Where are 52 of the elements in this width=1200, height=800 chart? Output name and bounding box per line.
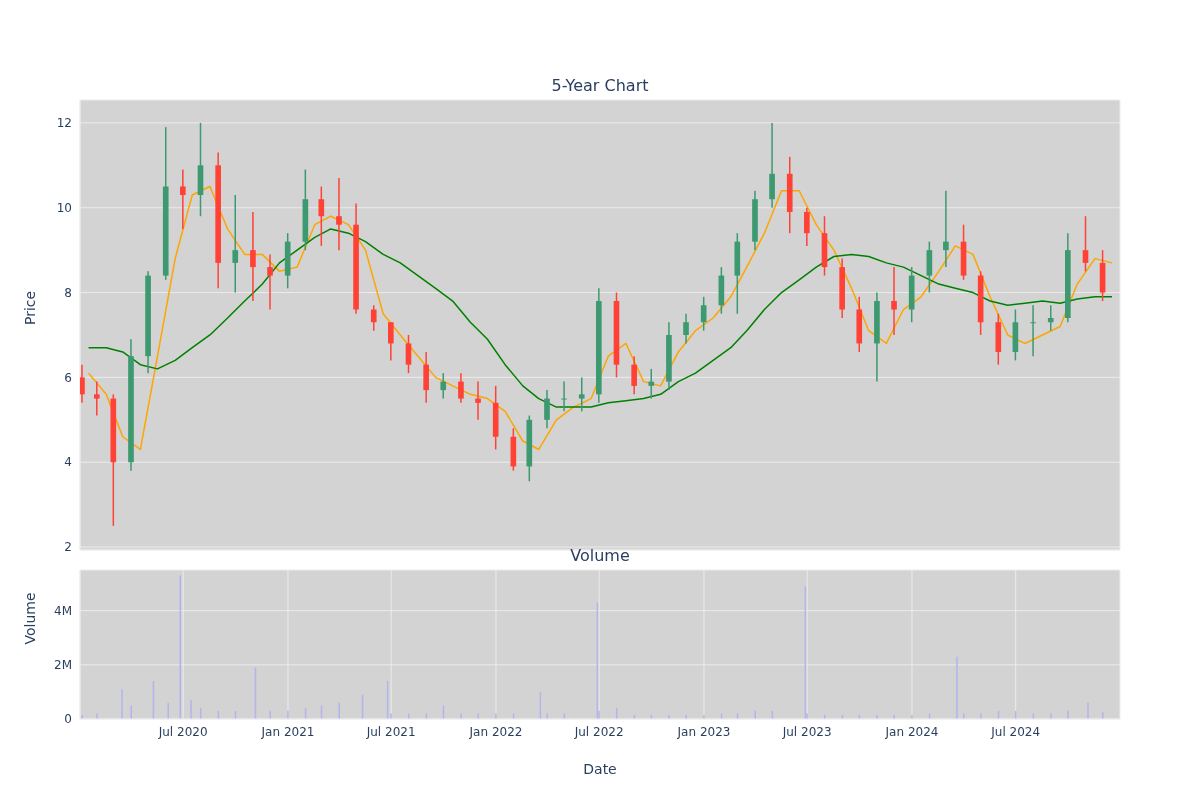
y-axis-title: Price (21, 290, 38, 325)
candlestick (1047, 304, 1054, 332)
x-tick-label: Jan 2024 (884, 724, 939, 739)
y-tick-label: 4 (64, 455, 72, 470)
x-tick-label: Jul 2021 (365, 724, 416, 739)
candlestick (631, 355, 637, 396)
candlestick (544, 389, 550, 430)
chart-title: Volume (569, 546, 631, 565)
x-tick-label: Jul 2023 (781, 724, 832, 739)
x-tick-label: Jan 2022 (468, 724, 523, 739)
candlestick (1082, 215, 1089, 273)
candlestick (475, 380, 481, 421)
y-tick-label: 2M (54, 658, 72, 673)
x-tick-label: Jan 2023 (676, 724, 731, 739)
candlestick (700, 296, 707, 332)
y-axis-title: Volume (21, 592, 38, 645)
candlestick (318, 185, 325, 247)
line-series (87, 185, 1113, 451)
y-tick-label: 0 (64, 712, 72, 727)
line-series (87, 228, 1113, 408)
candlestick (891, 266, 897, 336)
candlestick (80, 363, 85, 404)
candlestick (405, 334, 412, 374)
candlestick (93, 380, 100, 417)
candlestick (388, 321, 394, 362)
x-axis-title: Date (583, 761, 617, 777)
x-tick-label: Jul 2020 (157, 724, 208, 739)
y-tick-label: 6 (64, 370, 72, 385)
candlestick (458, 372, 464, 404)
candlestick (440, 372, 447, 400)
y-tick-label: 4M (54, 603, 72, 618)
chart-title: 5-Year Chart (550, 76, 650, 95)
candlestick (561, 380, 567, 413)
candlestick (180, 168, 186, 230)
candlestick (267, 253, 273, 311)
candlestick (232, 194, 239, 294)
candlestick (648, 368, 655, 400)
candlestick (578, 376, 585, 413)
y-tick-label: 2 (64, 540, 72, 555)
candlestick (1030, 304, 1036, 357)
candlestick (804, 206, 810, 247)
x-tick-label: Jan 2021 (260, 724, 315, 739)
x-tick-label: Jul 2024 (990, 724, 1041, 739)
candlestick (943, 190, 949, 268)
y-tick-label: 10 (56, 200, 72, 215)
y-tick-label: 8 (64, 285, 72, 300)
x-tick-label: Jul 2022 (573, 724, 624, 739)
candlestick (683, 313, 689, 345)
candlestick (250, 211, 256, 302)
candlestick (370, 304, 377, 332)
candlestick (336, 177, 342, 251)
y-tick-label: 12 (56, 116, 72, 131)
